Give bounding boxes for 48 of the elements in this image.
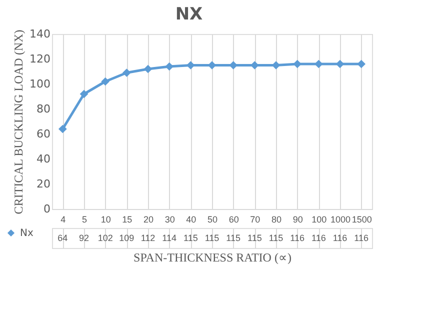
- y-tick-label: 120: [30, 52, 50, 66]
- x-tick-label: 15: [122, 214, 132, 224]
- y-tick-label: 0: [44, 202, 50, 216]
- point: [122, 68, 131, 77]
- point: [357, 60, 366, 68]
- data-label: 114: [162, 233, 177, 243]
- x-tick-label: 4: [60, 214, 66, 224]
- x-tick-label: 10: [100, 214, 111, 224]
- data-label: 116: [311, 233, 326, 243]
- x-tick-label: 70: [250, 214, 260, 224]
- y-tick-label: 60: [36, 128, 50, 140]
- x-tick-label: 20: [143, 214, 154, 224]
- chart-title: NX: [175, 4, 203, 24]
- data-label: 116: [354, 233, 369, 243]
- point: [58, 124, 67, 134]
- y-tick-label: 100: [30, 78, 50, 90]
- x-tick-label: 1000: [330, 214, 351, 224]
- x-tick-label: 100: [312, 214, 327, 224]
- point: [101, 77, 110, 86]
- data-label: 92: [78, 233, 90, 243]
- legend-label: Nx: [20, 228, 34, 239]
- data-label: 64: [58, 233, 68, 243]
- y-tick-label: 20: [36, 178, 50, 190]
- point: [144, 64, 152, 74]
- data-label: 115: [183, 233, 198, 243]
- x-tick-label: 60: [228, 214, 239, 224]
- data-label: 115: [247, 233, 262, 243]
- data-label: 102: [98, 233, 113, 243]
- x-tick-label: 80: [271, 214, 282, 224]
- x-axis-title: SPAN-THICKNESS RATIO (∝): [134, 250, 292, 264]
- x-tick-label: 50: [207, 214, 218, 224]
- data-label: 112: [140, 233, 156, 243]
- x-tick-label: 5: [82, 214, 88, 224]
- data-label: 116: [290, 233, 305, 243]
- data-label: 115: [268, 233, 284, 243]
- x-tick-label: 40: [186, 214, 196, 224]
- y-tick-label: 40: [36, 152, 50, 166]
- x-tick-label: 1500: [352, 214, 372, 224]
- y-tick-label: 80: [36, 102, 50, 116]
- data-label: 115: [204, 233, 220, 243]
- point: [80, 90, 88, 98]
- x-tick-label: 30: [164, 214, 175, 224]
- y-tick-label: 140: [30, 28, 50, 40]
- x-tick-label: 90: [292, 214, 303, 224]
- data-label: 109: [119, 233, 134, 243]
- data-label: 115: [226, 233, 241, 243]
- y-axis-title: CRITICAL BUCKLING LOAD (NX): [12, 30, 26, 214]
- data-label: 116: [332, 233, 348, 243]
